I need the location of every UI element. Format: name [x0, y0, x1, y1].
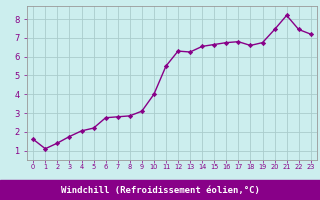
Text: Windchill (Refroidissement éolien,°C): Windchill (Refroidissement éolien,°C): [60, 186, 260, 194]
